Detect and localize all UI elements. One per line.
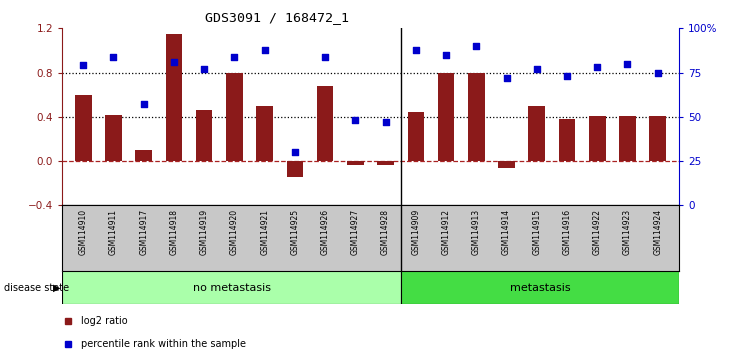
Bar (287, 161, 303, 177)
Bar (75, 95, 91, 161)
Point (319, 54, 331, 59)
Text: GSM114914: GSM114914 (502, 209, 511, 255)
Bar (402, 271, 679, 304)
Text: GSM114911: GSM114911 (109, 209, 118, 255)
Text: GSM114925: GSM114925 (291, 209, 299, 255)
Bar (619, 116, 636, 161)
Point (561, 73, 573, 79)
Bar (558, 119, 575, 161)
Text: GSM114913: GSM114913 (472, 209, 481, 255)
Point (350, 118, 361, 123)
Point (440, 52, 452, 58)
Text: GSM114917: GSM114917 (139, 209, 148, 255)
Bar (589, 116, 606, 161)
Bar (62, 271, 402, 304)
Text: percentile rank within the sample: percentile rank within the sample (80, 339, 245, 349)
Point (501, 75, 512, 81)
Bar (468, 73, 485, 161)
Text: GSM114926: GSM114926 (320, 209, 330, 255)
Bar (317, 86, 334, 161)
Point (380, 119, 391, 125)
Text: GSM114912: GSM114912 (442, 209, 450, 255)
Point (259, 47, 271, 52)
Point (470, 43, 482, 49)
Point (591, 64, 603, 70)
Point (622, 61, 634, 67)
Point (107, 54, 119, 59)
Bar (256, 106, 273, 161)
Bar (347, 161, 364, 166)
Text: ▶: ▶ (53, 283, 61, 293)
Point (199, 66, 210, 72)
Bar (166, 34, 182, 161)
Text: GSM114928: GSM114928 (381, 209, 390, 255)
Text: disease state: disease state (4, 283, 69, 293)
Text: no metastasis: no metastasis (193, 282, 271, 293)
Text: GSM114924: GSM114924 (653, 209, 662, 255)
Text: GSM114910: GSM114910 (79, 209, 88, 255)
Text: GSM114916: GSM114916 (563, 209, 572, 255)
Text: log2 ratio: log2 ratio (80, 316, 127, 326)
Text: GSM114927: GSM114927 (351, 209, 360, 255)
Bar (650, 116, 666, 161)
Point (77, 63, 89, 68)
Text: GSM114921: GSM114921 (260, 209, 269, 255)
Point (289, 149, 301, 155)
Text: GDS3091 / 168472_1: GDS3091 / 168472_1 (205, 11, 350, 24)
Bar (529, 106, 545, 161)
Point (410, 47, 422, 52)
Text: GSM114918: GSM114918 (169, 209, 178, 255)
Bar (377, 161, 394, 166)
Text: GSM114923: GSM114923 (623, 209, 632, 255)
Point (531, 66, 542, 72)
Text: GSM114909: GSM114909 (411, 209, 420, 255)
Text: metastasis: metastasis (510, 282, 570, 293)
Point (228, 54, 240, 59)
Bar (135, 150, 152, 161)
Point (168, 59, 180, 65)
Text: GSM114920: GSM114920 (230, 209, 239, 255)
Text: GSM114919: GSM114919 (200, 209, 209, 255)
Text: GSM114915: GSM114915 (532, 209, 541, 255)
Point (138, 102, 150, 107)
Bar (196, 110, 212, 161)
Bar (226, 73, 242, 161)
Bar (105, 115, 122, 161)
Bar (407, 113, 424, 161)
Bar (499, 161, 515, 168)
Bar (438, 73, 454, 161)
Point (652, 70, 664, 75)
Text: GSM114922: GSM114922 (593, 209, 602, 255)
